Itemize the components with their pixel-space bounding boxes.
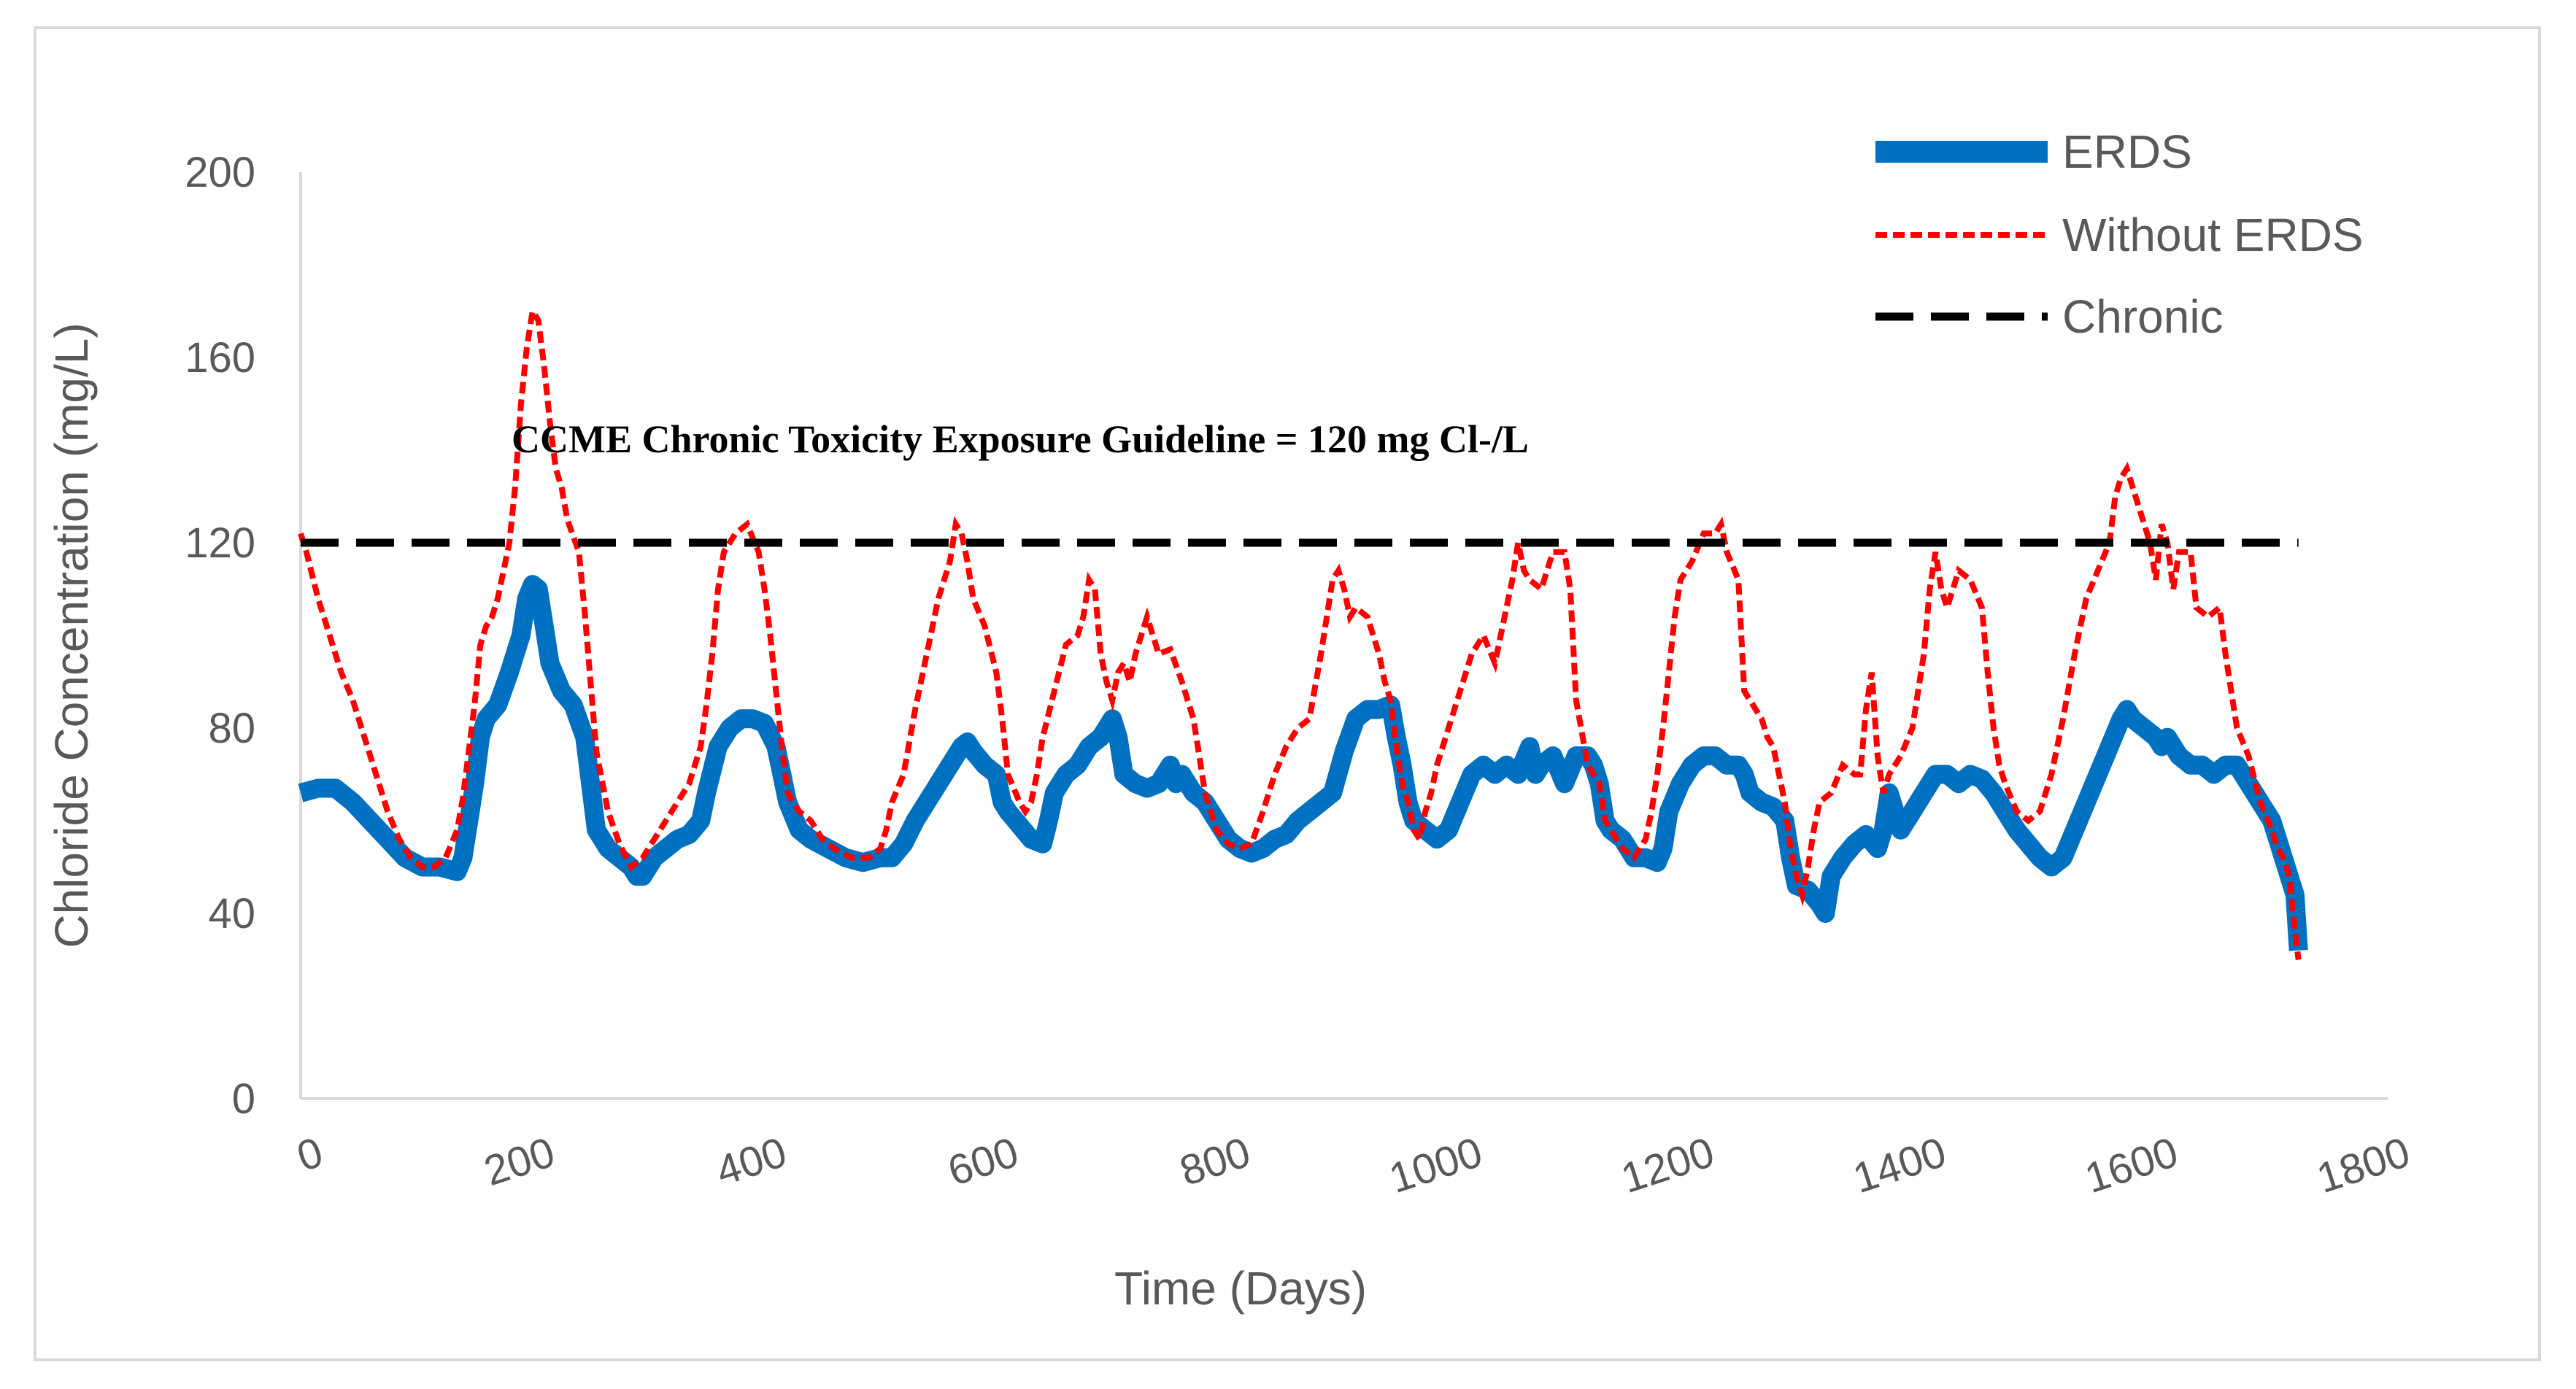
y-tick-label: 0 xyxy=(232,1075,255,1123)
y-tick-label: 120 xyxy=(185,519,255,567)
y-tick-label: 160 xyxy=(185,334,255,382)
y-tick-label: 40 xyxy=(208,890,255,937)
x-tick-label: 0 xyxy=(291,1129,328,1181)
x-tick-label: 800 xyxy=(1174,1129,1256,1196)
legend-label: ERDS xyxy=(2062,125,2192,178)
x-tick-label: 1000 xyxy=(1384,1129,1488,1203)
y-tick-label: 200 xyxy=(185,149,255,196)
series-line-without-erds xyxy=(298,303,2302,960)
legend: ERDS Without ERDS Chronic xyxy=(1875,125,2364,343)
x-tick-label: 200 xyxy=(479,1129,560,1196)
x-tick-label: 1800 xyxy=(2311,1129,2415,1203)
y-axis-title: Chloride Concentration (mg/L) xyxy=(45,322,98,948)
series-line-erds xyxy=(298,575,2308,951)
legend-label: Without ERDS xyxy=(2062,209,2364,261)
y-tick-labels: 0 40 80 120 160 200 xyxy=(185,149,255,1123)
legend-label: Chronic xyxy=(2062,290,2224,343)
y-tick-label: 80 xyxy=(208,705,255,752)
guideline-annotation: CCME Chronic Toxicity Exposure Guideline… xyxy=(512,417,1529,461)
x-tick-label: 400 xyxy=(710,1129,792,1196)
chart-frame: 0 40 80 120 160 200 0 200 400 600 800 1000 1200 1400… xyxy=(34,26,2541,1361)
chloride-line-chart: 0 40 80 120 160 200 0 200 400 600 800 1000 1200 1400… xyxy=(45,125,2415,1315)
x-tick-labels: 0 200 400 600 800 1000 1200 1400 1600 1800 xyxy=(291,1129,2415,1203)
x-tick-label: 1200 xyxy=(1616,1129,1720,1203)
x-tick-label: 1400 xyxy=(1848,1129,1952,1203)
x-tick-label: 600 xyxy=(942,1129,1024,1196)
x-axis-title: Time (Days) xyxy=(1114,1262,1367,1315)
series-layer xyxy=(298,303,2308,960)
x-tick-label: 1600 xyxy=(2079,1129,2183,1203)
